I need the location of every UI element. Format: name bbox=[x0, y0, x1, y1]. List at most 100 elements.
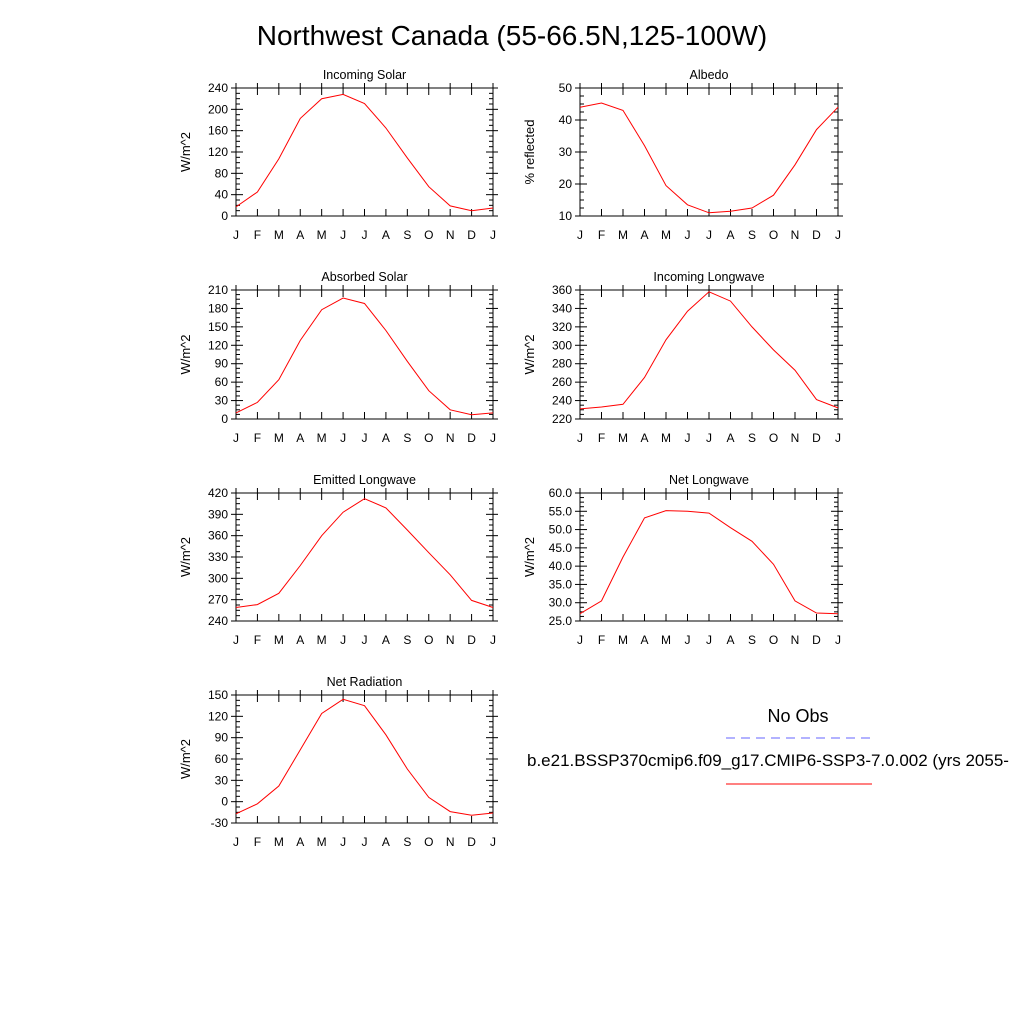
y-tick-label: 300 bbox=[208, 571, 228, 585]
y-tick-label: 390 bbox=[208, 507, 228, 521]
y-axis-label: % reflected bbox=[522, 119, 537, 184]
y-tick-label: 60 bbox=[215, 752, 229, 766]
panel-emitted-longwave: J F M A M J J A S O N D J240270300330360390420Emitte… bbox=[178, 473, 498, 647]
y-tick-label: 35.0 bbox=[549, 577, 573, 591]
x-tick-label: F bbox=[598, 431, 605, 445]
panel-title: Absorbed Solar bbox=[321, 270, 407, 284]
x-tick-label: A bbox=[296, 633, 304, 647]
y-tick-label: 260 bbox=[552, 375, 572, 389]
x-tick-label: J bbox=[706, 633, 712, 647]
y-tick-label: 120 bbox=[208, 145, 228, 159]
y-tick-label: 40.0 bbox=[549, 559, 573, 573]
y-tick-label: 150 bbox=[208, 688, 228, 702]
x-tick-label: A bbox=[640, 633, 648, 647]
x-tick-label: J bbox=[340, 431, 346, 445]
x-tick-label: N bbox=[791, 431, 800, 445]
panel-title: Net Longwave bbox=[669, 473, 749, 487]
x-tick-label: O bbox=[424, 228, 433, 242]
y-tick-label: 40 bbox=[215, 188, 229, 202]
y-tick-label: 0 bbox=[221, 209, 228, 223]
y-axis-label: W/m^2 bbox=[178, 537, 193, 577]
y-tick-label: 300 bbox=[552, 338, 572, 352]
x-tick-label: A bbox=[726, 633, 734, 647]
x-tick-label: M bbox=[661, 431, 671, 445]
y-tick-label: 280 bbox=[552, 357, 572, 371]
x-tick-label: J bbox=[362, 633, 368, 647]
plot-frame bbox=[235, 694, 494, 824]
series-line bbox=[235, 498, 494, 608]
y-tick-label: 20 bbox=[559, 177, 573, 191]
x-tick-label: J bbox=[706, 228, 712, 242]
plot-frame bbox=[579, 87, 839, 217]
x-tick-label: F bbox=[254, 633, 261, 647]
x-tick-label: A bbox=[640, 228, 648, 242]
x-tick-label: S bbox=[403, 633, 411, 647]
x-tick-label: N bbox=[446, 835, 455, 849]
y-tick-label: 90 bbox=[215, 731, 229, 745]
y-tick-label: 45.0 bbox=[549, 541, 573, 555]
x-tick-label: J bbox=[340, 835, 346, 849]
x-tick-label: D bbox=[467, 633, 476, 647]
panel-absorbed-solar: J F M A M J J A S O N D J0306090120150180210Absorbed… bbox=[178, 270, 498, 445]
x-tick-label: S bbox=[748, 228, 756, 242]
x-tick-label: N bbox=[446, 633, 455, 647]
x-tick-label: M bbox=[661, 633, 671, 647]
x-tick-label: J bbox=[835, 633, 841, 647]
y-tick-label: 210 bbox=[208, 283, 228, 297]
x-tick-label: M bbox=[317, 835, 327, 849]
y-tick-label: 40 bbox=[559, 113, 573, 127]
x-tick-label: S bbox=[403, 431, 411, 445]
x-tick-label: F bbox=[254, 431, 261, 445]
x-tick-label: D bbox=[467, 228, 476, 242]
x-tick-label: O bbox=[769, 431, 778, 445]
plot-frame bbox=[235, 492, 494, 622]
x-tick-label: N bbox=[791, 633, 800, 647]
x-tick-label: N bbox=[791, 228, 800, 242]
x-tick-label: J bbox=[340, 633, 346, 647]
x-tick-label: A bbox=[382, 228, 390, 242]
y-tick-label: 240 bbox=[552, 394, 572, 408]
legend bbox=[726, 737, 872, 785]
series-line bbox=[235, 297, 494, 416]
panel-title: Incoming Solar bbox=[323, 68, 406, 82]
x-tick-label: N bbox=[446, 431, 455, 445]
x-tick-label: J bbox=[233, 633, 239, 647]
x-tick-label: J bbox=[233, 228, 239, 242]
x-tick-label: J bbox=[577, 431, 583, 445]
x-tick-label: J bbox=[577, 633, 583, 647]
x-tick-label: M bbox=[317, 431, 327, 445]
x-tick-label: A bbox=[726, 431, 734, 445]
x-tick-label: J bbox=[362, 431, 368, 445]
y-tick-label: 200 bbox=[208, 102, 228, 116]
y-tick-label: 55.0 bbox=[549, 504, 573, 518]
x-tick-label: A bbox=[640, 431, 648, 445]
x-tick-label: A bbox=[726, 228, 734, 242]
y-tick-label: 160 bbox=[208, 124, 228, 138]
y-tick-label: 60.0 bbox=[549, 486, 573, 500]
x-tick-label: M bbox=[274, 228, 284, 242]
y-axis-label: W/m^2 bbox=[522, 537, 537, 577]
panel-net-longwave: J F M A M J J A S O N D J25.030.035.040.045.050.055.… bbox=[522, 473, 843, 647]
x-tick-label: A bbox=[382, 633, 390, 647]
x-tick-label: S bbox=[748, 633, 756, 647]
y-tick-label: 50 bbox=[559, 81, 573, 95]
y-tick-label: 360 bbox=[208, 529, 228, 543]
x-tick-label: J bbox=[835, 431, 841, 445]
x-tick-label: J bbox=[835, 228, 841, 242]
x-tick-label: S bbox=[403, 228, 411, 242]
plot-frame bbox=[235, 87, 494, 217]
panel-title: Albedo bbox=[690, 68, 729, 82]
y-tick-label: 120 bbox=[208, 709, 228, 723]
x-tick-label: S bbox=[748, 431, 756, 445]
x-tick-label: A bbox=[382, 431, 390, 445]
y-axis-label: W/m^2 bbox=[178, 739, 193, 779]
x-tick-label: A bbox=[296, 228, 304, 242]
x-tick-label: F bbox=[254, 228, 261, 242]
x-tick-label: M bbox=[618, 633, 628, 647]
x-tick-label: D bbox=[812, 431, 821, 445]
x-tick-label: F bbox=[254, 835, 261, 849]
y-tick-label: 30 bbox=[559, 145, 573, 159]
x-tick-label: M bbox=[274, 835, 284, 849]
